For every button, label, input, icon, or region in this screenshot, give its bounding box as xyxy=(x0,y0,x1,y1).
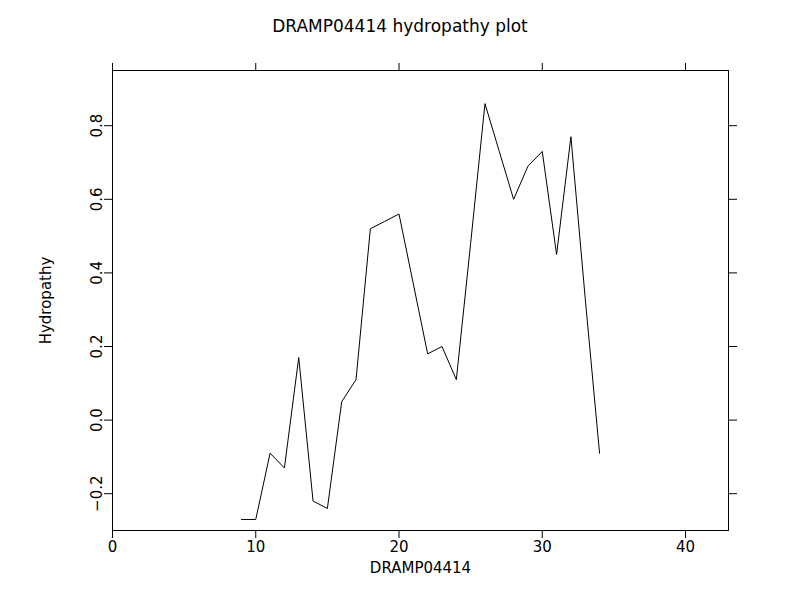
svg-text:20: 20 xyxy=(389,538,408,556)
svg-text:DRAMP04414: DRAMP04414 xyxy=(370,559,471,577)
svg-text:0.0: 0.0 xyxy=(88,408,106,432)
svg-text:0.2: 0.2 xyxy=(88,335,106,359)
svg-text:0.8: 0.8 xyxy=(88,114,106,138)
svg-text:30: 30 xyxy=(533,538,552,556)
svg-text:0.4: 0.4 xyxy=(88,261,106,285)
svg-text:0: 0 xyxy=(108,538,118,556)
svg-text:40: 40 xyxy=(676,538,695,556)
svg-text:0.6: 0.6 xyxy=(88,187,106,211)
svg-text:10: 10 xyxy=(246,538,265,556)
svg-text:−0.2: −0.2 xyxy=(88,475,106,511)
svg-text:Hydropathy: Hydropathy xyxy=(37,257,55,345)
html-text:DRAMP04414 hydropathy plot: DRAMP04414 hydropathy plot xyxy=(272,16,528,36)
